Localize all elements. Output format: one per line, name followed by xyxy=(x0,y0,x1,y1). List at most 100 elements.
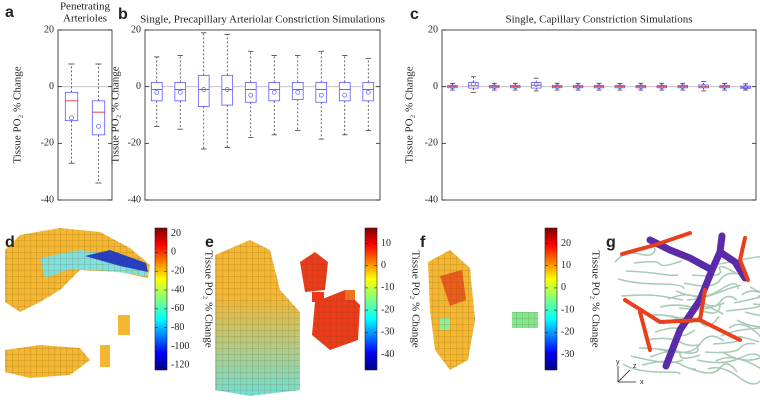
panel-label: c xyxy=(410,6,419,23)
colorbar-label: Tissue PO₂ % Change xyxy=(589,250,601,347)
capillary xyxy=(728,323,760,338)
capillary xyxy=(649,349,701,360)
voxel-region xyxy=(118,315,130,335)
axis-label: x xyxy=(640,379,644,386)
y-tick-label: -20 xyxy=(128,138,141,149)
mean xyxy=(701,83,707,89)
capillary xyxy=(725,305,760,312)
mean xyxy=(533,82,539,87)
box xyxy=(150,82,163,102)
mean xyxy=(471,81,476,87)
y-axis-label: Tissue PO₂ % Change xyxy=(12,66,24,163)
capillary xyxy=(707,366,760,385)
y-tick-label: 20 xyxy=(44,24,54,35)
box xyxy=(362,82,375,102)
capillary xyxy=(744,311,760,317)
voxel-grid-overlay xyxy=(5,345,90,378)
mean xyxy=(342,92,348,98)
mean xyxy=(96,123,101,129)
box xyxy=(338,82,351,102)
plot-frame xyxy=(57,29,113,201)
colorbar-tick-label: -60 xyxy=(171,303,184,314)
mean xyxy=(659,84,665,90)
panel-label: e xyxy=(205,234,214,251)
panel-label: d xyxy=(5,234,15,251)
axis-label: z xyxy=(633,363,637,370)
box xyxy=(268,82,281,102)
axis-label: y xyxy=(616,359,620,366)
y-tick-label: -40 xyxy=(425,194,438,205)
capillary xyxy=(622,363,681,375)
panel-label: g xyxy=(606,234,616,251)
chart-title: Single, Capillary Constriction Simulatio… xyxy=(506,14,693,26)
colorbar xyxy=(364,227,378,371)
mean xyxy=(248,92,254,98)
y-tick-label: -20 xyxy=(41,138,54,149)
capillary xyxy=(752,303,760,306)
colorbar-label: Tissue PO₂ % Change xyxy=(409,250,421,347)
capillary xyxy=(704,342,756,354)
mean xyxy=(638,84,644,90)
box xyxy=(64,91,79,122)
y-axis-label: Tissue PO₂ % Change xyxy=(404,66,416,163)
panel-label: a xyxy=(5,4,14,21)
mean xyxy=(201,87,207,92)
capillary xyxy=(646,337,702,347)
y-tick-label: 0 xyxy=(433,81,438,92)
voxel-grid-overlay xyxy=(5,228,150,312)
mean xyxy=(224,87,230,92)
mean xyxy=(154,89,160,95)
y-tick-label: 0 xyxy=(136,81,141,92)
capillary xyxy=(696,353,760,364)
plot-frame xyxy=(441,29,757,201)
capillary xyxy=(620,294,684,301)
box xyxy=(174,82,187,102)
colorbar xyxy=(154,227,168,371)
colorbar-label: Tissue PO₂ % Change xyxy=(202,250,214,347)
capillary xyxy=(733,295,760,304)
colorbar-tick-label: 0 xyxy=(381,260,386,271)
capillary xyxy=(749,286,760,293)
mean xyxy=(365,89,371,95)
voxel-region xyxy=(312,292,324,302)
colorbar-tick-label: 0 xyxy=(561,282,566,293)
y-tick-label: -40 xyxy=(41,194,54,205)
voxel-grid-overlay xyxy=(312,290,360,350)
chart-title: Penetrating xyxy=(60,1,111,13)
colorbar xyxy=(544,227,558,371)
colorbar-tick-label: 20 xyxy=(561,238,571,249)
colorbar-tick-label: -20 xyxy=(381,304,394,315)
box xyxy=(197,74,210,107)
colorbar-tick-label: 10 xyxy=(381,238,391,249)
capillary xyxy=(683,272,743,287)
mean xyxy=(512,84,518,90)
colorbar-tick-label: -40 xyxy=(381,349,394,360)
voxel-grid xyxy=(5,228,538,396)
capillary xyxy=(625,270,679,277)
plot-frame xyxy=(144,29,381,201)
capillary xyxy=(715,356,760,369)
mean xyxy=(743,84,748,90)
capillary xyxy=(614,247,656,263)
y-tick-label: 20 xyxy=(428,24,438,35)
colorbar-tick-label: -40 xyxy=(171,284,184,295)
mean xyxy=(722,84,727,90)
mean xyxy=(450,84,455,90)
colorbar-tick-label: 10 xyxy=(561,260,571,271)
box xyxy=(291,82,304,100)
mean xyxy=(491,84,497,90)
mean xyxy=(596,84,602,90)
y-tick-label: -20 xyxy=(425,138,438,149)
panel-label: b xyxy=(118,6,128,23)
vessel-network: x y z xyxy=(614,231,760,386)
colorbar-tick-label: 0 xyxy=(171,247,176,258)
axis-triad xyxy=(617,366,636,383)
box xyxy=(91,100,106,136)
colorbar-tick-label: -10 xyxy=(561,304,574,315)
mean xyxy=(295,89,301,95)
capillary xyxy=(617,278,685,290)
capillary xyxy=(723,352,760,361)
mean xyxy=(69,115,74,121)
capillary xyxy=(657,335,725,354)
